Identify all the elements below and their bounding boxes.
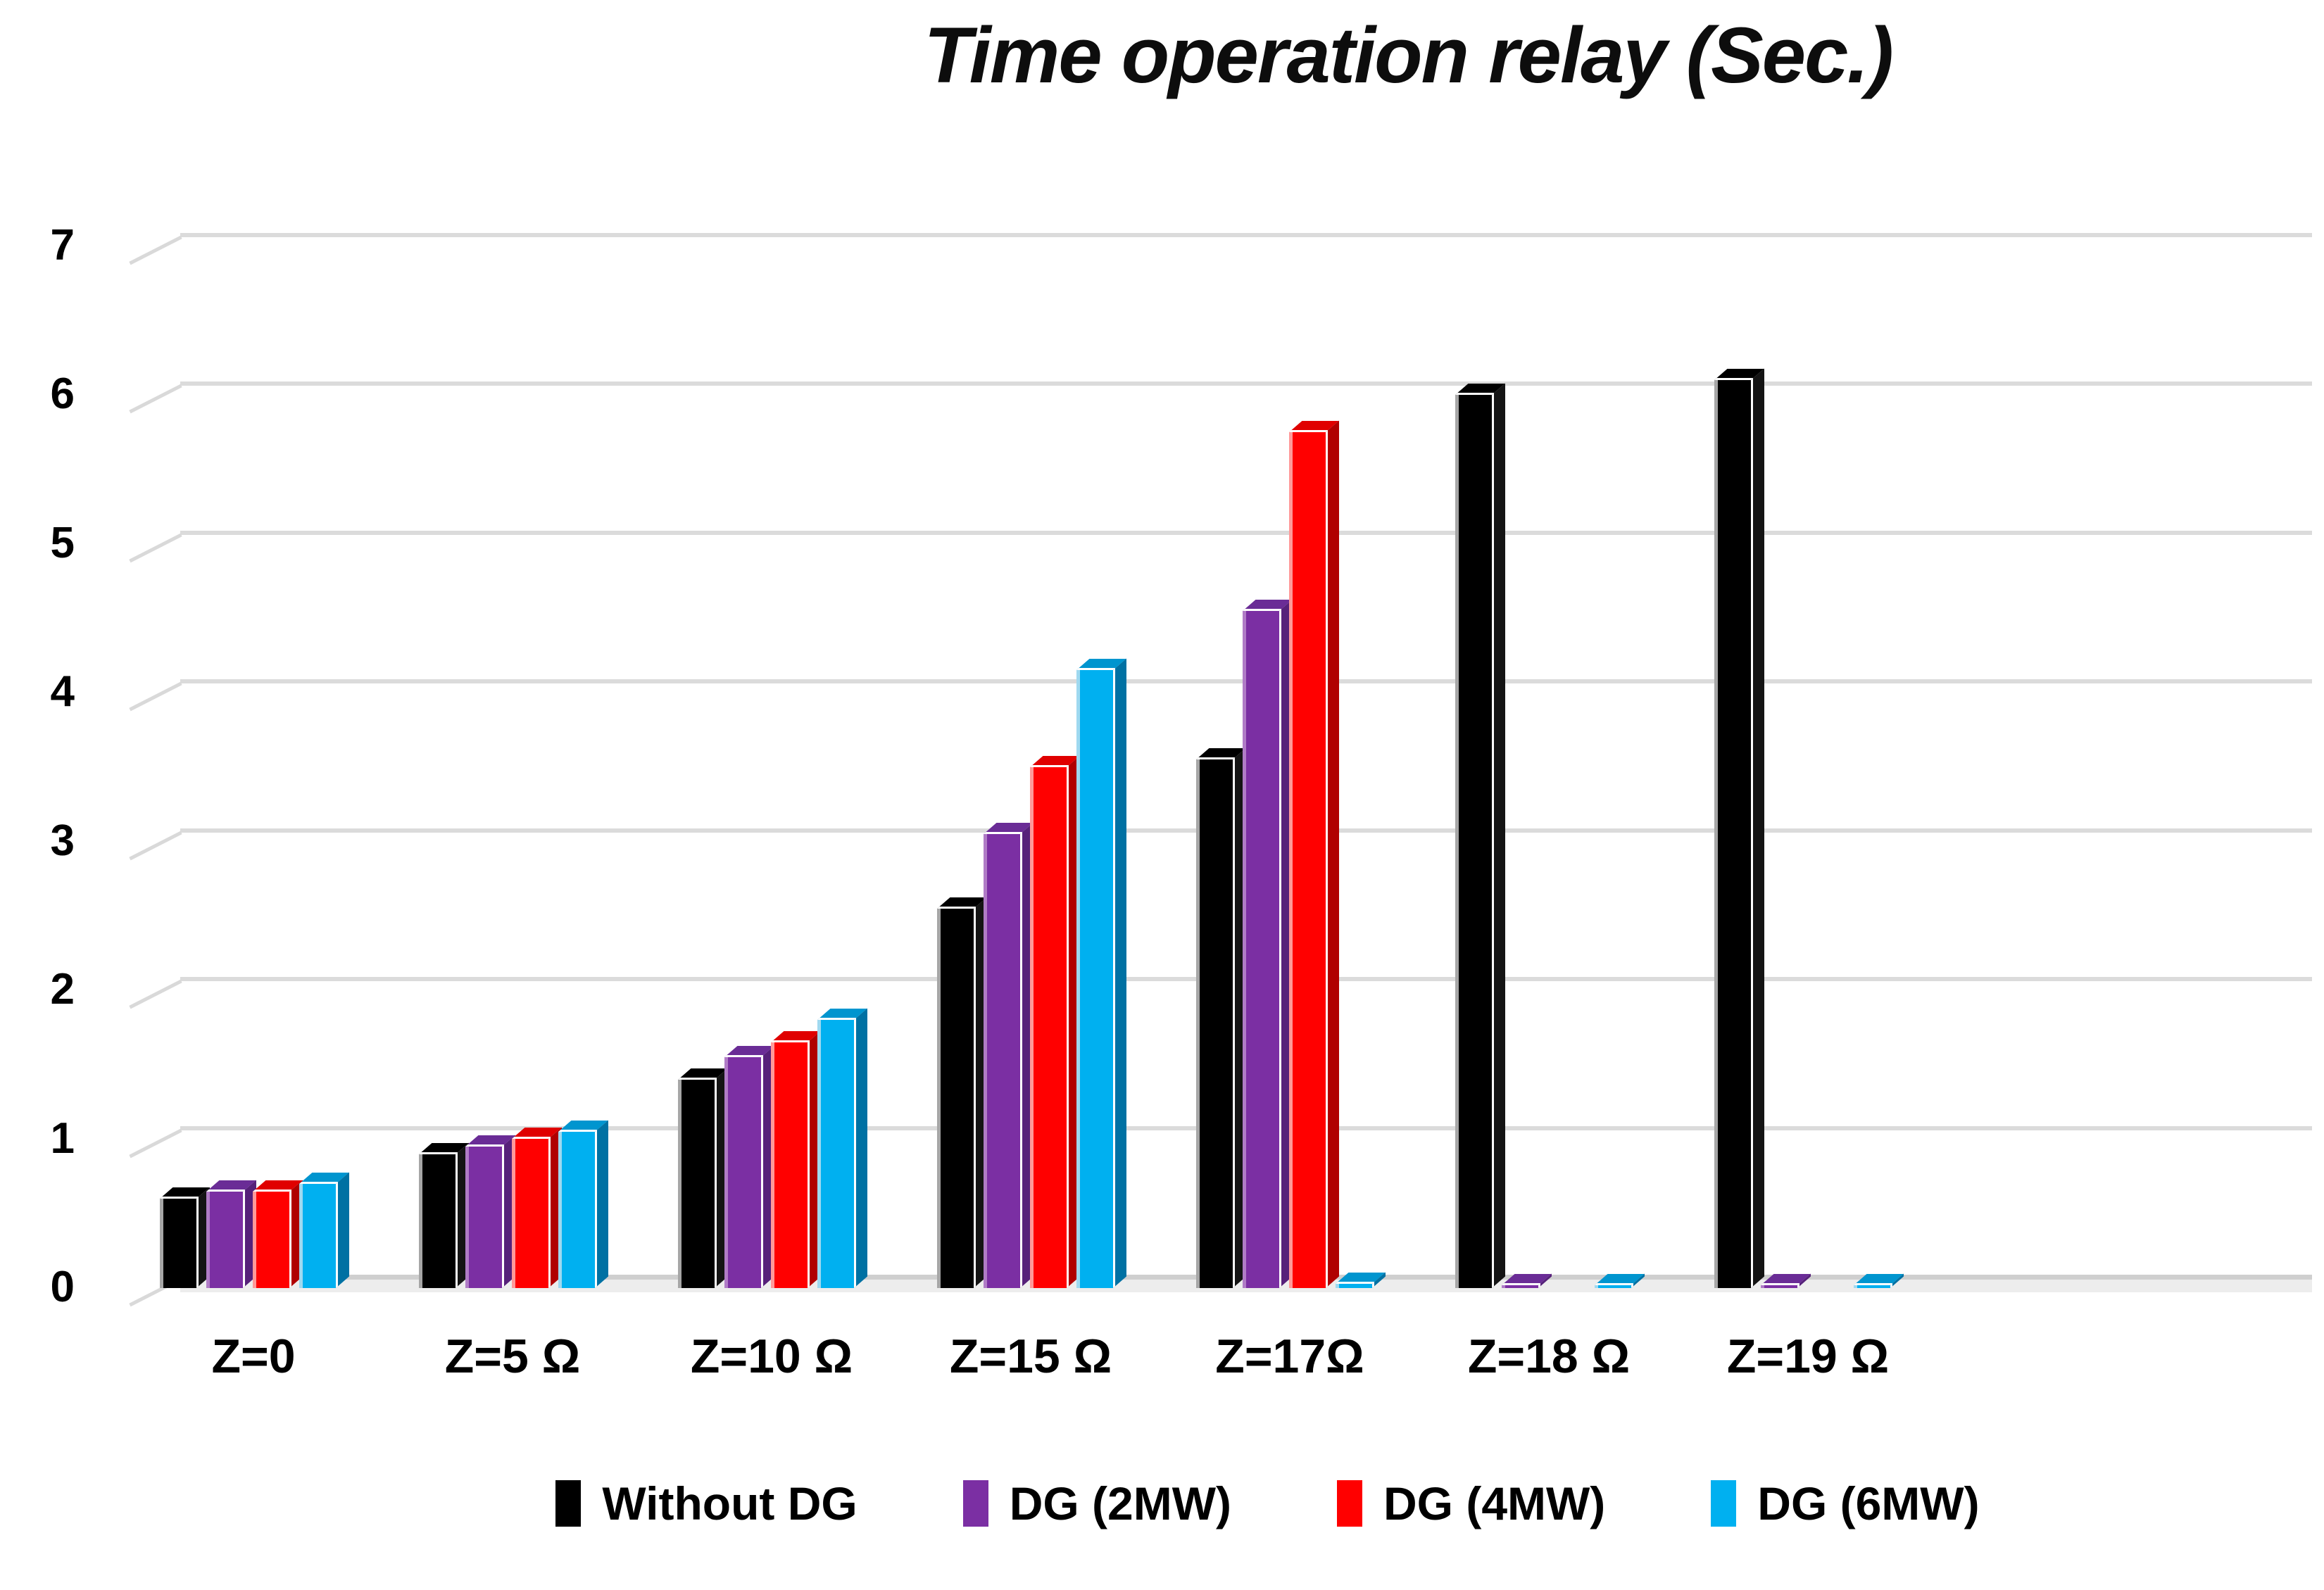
bar-dg-6mw-z-17 — [1336, 1272, 1386, 1288]
bar-front-face — [419, 1154, 456, 1288]
bar-dg-6mw-z-19 — [1854, 1273, 1904, 1288]
bar-side-face — [595, 1120, 608, 1288]
legend-item-without-dg: Without DG — [555, 1477, 858, 1530]
legend: Without DG DG (2MW) DG (4MW) DG (6MW) — [106, 1477, 2324, 1530]
gridline-y7 — [180, 233, 2312, 237]
gridline-y5 — [180, 531, 2312, 535]
x-axis-label-z-15: Z=15 Ω — [949, 1330, 1112, 1383]
bar-front-face — [1502, 1285, 1538, 1288]
bar-front-face — [771, 1042, 808, 1288]
legend-label-without-dg: Without DG — [602, 1477, 858, 1529]
x-axis-label-z-18: Z=18 Ω — [1467, 1330, 1631, 1383]
bar-front-face — [678, 1080, 715, 1288]
x-axis-label-z-10: Z=10 Ω — [690, 1330, 853, 1383]
bar-front-face — [1030, 767, 1067, 1288]
legend-item-dg-6mw: DG (6MW) — [1711, 1477, 1980, 1530]
bar-without-dg-z-5 — [419, 1142, 469, 1288]
bar-front-face — [512, 1139, 548, 1288]
bar-dg-4mw-z-15 — [1030, 755, 1080, 1288]
bar-dg-6mw-z-5 — [558, 1120, 608, 1288]
legend-label-dg-6mw: DG (6MW) — [1757, 1477, 1980, 1529]
bar-group-z-18 — [1455, 0, 1645, 1288]
bar-front-face — [1076, 670, 1113, 1288]
x-axis-label-z-0: Z=0 — [211, 1330, 296, 1383]
bar-dg-2mw-z-5 — [465, 1135, 515, 1288]
bar-without-dg-z-0 — [160, 1187, 210, 1288]
legend-swatch-without-dg — [555, 1480, 582, 1527]
gridline-y6 — [180, 381, 2312, 386]
bar-front-face — [937, 909, 974, 1288]
bar-dg-2mw-z-10 — [724, 1045, 774, 1288]
bar-without-dg-z-10 — [678, 1068, 728, 1288]
bar-front-face — [558, 1132, 595, 1288]
y-axis-label-1: 1 — [50, 1114, 75, 1163]
bar-front-face — [1196, 759, 1233, 1288]
bar-group-z-17 — [1196, 0, 1386, 1288]
bar-front-face — [206, 1192, 243, 1288]
bar-front-face — [299, 1184, 336, 1288]
bar-dg-4mw-z-5 — [512, 1127, 562, 1288]
bar-dg-4mw-z-10 — [771, 1030, 821, 1288]
bar-front-face — [1714, 380, 1751, 1288]
legend-label-dg-2mw: DG (2MW) — [1009, 1477, 1231, 1529]
bar-dg-4mw-z-17 — [1289, 420, 1339, 1288]
bar-front-face — [1761, 1285, 1797, 1288]
bar-group-z-19 — [1714, 0, 1904, 1288]
bar-front-face — [160, 1199, 196, 1288]
bar-group-z-15 — [937, 0, 1126, 1288]
bar-side-face — [1492, 383, 1505, 1288]
y-axis-label-6: 6 — [50, 370, 75, 418]
bar-side-face — [336, 1172, 349, 1288]
bar-dg-6mw-z-18 — [1595, 1273, 1645, 1288]
bar-without-dg-z-17 — [1196, 747, 1246, 1288]
legend-swatch-dg-6mw — [1711, 1480, 1737, 1527]
bar-side-face — [1326, 420, 1339, 1288]
bar-front-face — [984, 834, 1020, 1288]
bar-front-face — [1289, 432, 1326, 1288]
bar-front-face — [1243, 611, 1279, 1288]
bar-front-face — [253, 1192, 289, 1288]
bar-group-z-5 — [419, 0, 608, 1288]
y-axis-label-2: 2 — [50, 965, 75, 1014]
bar-front-face — [465, 1147, 502, 1288]
bar-dg-6mw-z-15 — [1076, 658, 1126, 1288]
bar-dg-2mw-z-19 — [1761, 1273, 1811, 1288]
bar-dg-2mw-z-15 — [984, 822, 1034, 1288]
bar-dg-4mw-z-0 — [253, 1180, 303, 1288]
bar-dg-2mw-z-17 — [1243, 599, 1293, 1288]
bar-side-face — [1113, 658, 1126, 1288]
bar-front-face — [817, 1020, 854, 1288]
bar-front-face — [724, 1057, 761, 1288]
legend-swatch-dg-4mw — [1337, 1480, 1362, 1527]
y-axis-label-0: 0 — [50, 1263, 75, 1311]
bar-side-face — [854, 1008, 867, 1288]
x-axis-label-z-19: Z=19 Ω — [1726, 1330, 1890, 1383]
chart-title: Time operation relay (Sec.) — [924, 11, 1894, 99]
bar-front-face — [1336, 1284, 1372, 1288]
x-axis-label-z-17: Z=17Ω — [1215, 1330, 1364, 1383]
y-axis-label-5: 5 — [50, 519, 75, 567]
y-axis-label-3: 3 — [50, 816, 75, 865]
y-axis-label-7: 7 — [50, 221, 75, 270]
legend-swatch-dg-2mw — [962, 1480, 988, 1527]
bar-dg-6mw-z-10 — [817, 1008, 867, 1288]
bar-group-z-0 — [160, 0, 349, 1288]
bar-side-face — [1751, 368, 1764, 1288]
bar-without-dg-z-19 — [1714, 368, 1764, 1288]
bar-group-z-10 — [678, 0, 867, 1288]
bar-front-face — [1595, 1285, 1631, 1288]
bar-without-dg-z-18 — [1455, 383, 1505, 1288]
legend-item-dg-4mw: DG (4MW) — [1337, 1477, 1605, 1530]
x-axis-label-z-5: Z=5 Ω — [444, 1330, 581, 1383]
bar-front-face — [1455, 395, 1492, 1288]
bar-dg-6mw-z-0 — [299, 1172, 349, 1288]
legend-item-dg-2mw: DG (2MW) — [962, 1477, 1231, 1530]
y-axis-label-4: 4 — [50, 667, 75, 716]
bar-front-face — [1854, 1285, 1890, 1288]
bar-dg-2mw-z-18 — [1502, 1273, 1552, 1288]
bar-dg-2mw-z-0 — [206, 1180, 256, 1288]
bar-without-dg-z-15 — [937, 897, 987, 1288]
legend-label-dg-4mw: DG (4MW) — [1383, 1477, 1606, 1529]
